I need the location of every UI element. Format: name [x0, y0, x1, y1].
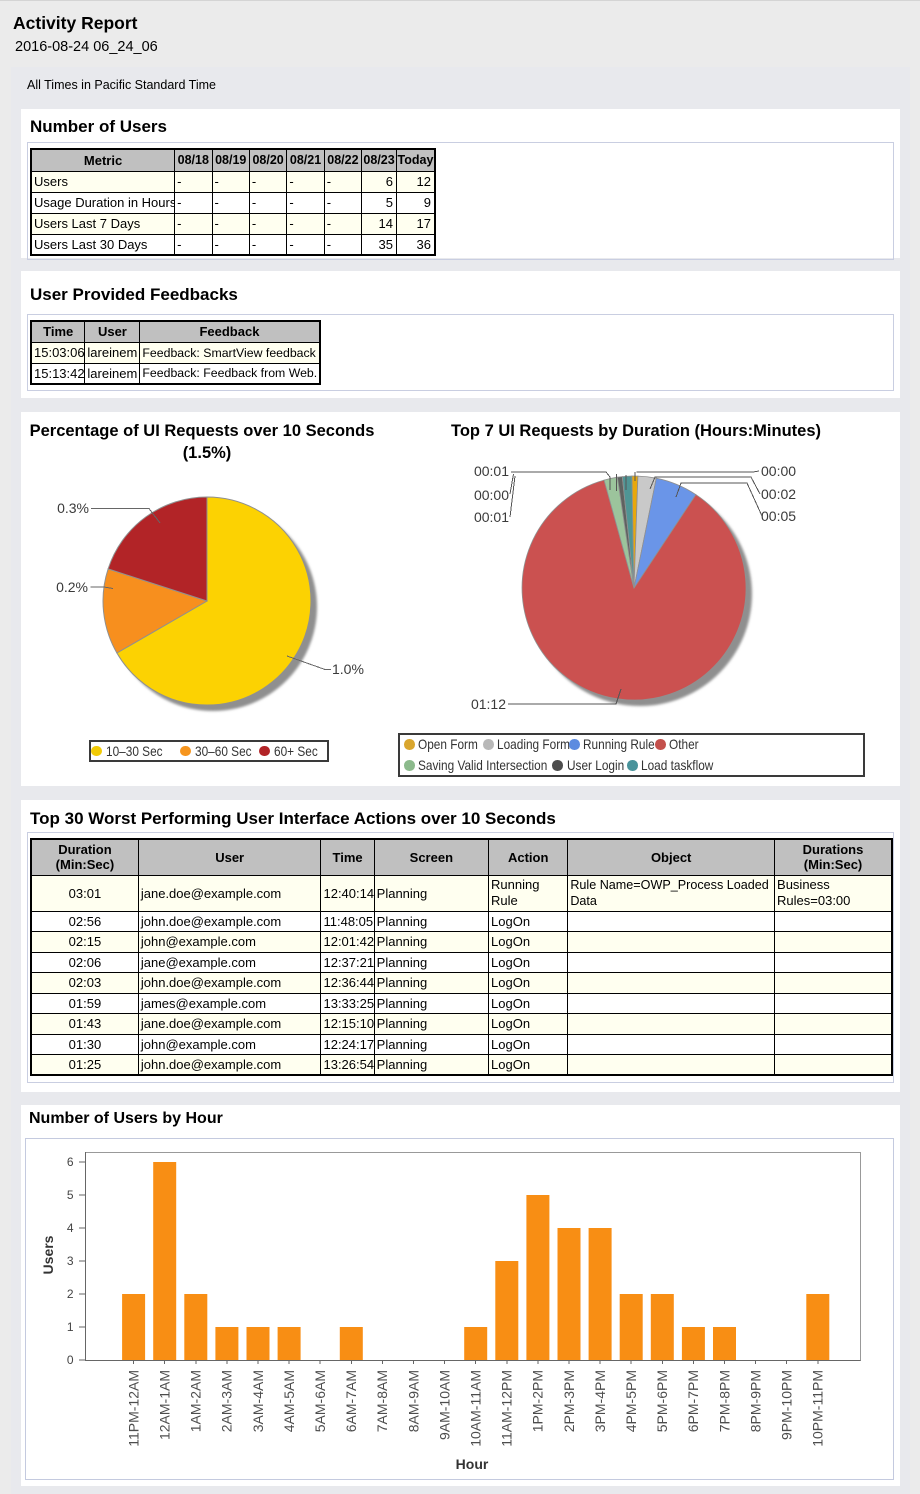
svg-text:2PM-3PM: 2PM-3PM — [561, 1370, 577, 1432]
svg-text:00:00: 00:00 — [474, 487, 509, 503]
svg-text:1PM-2PM: 1PM-2PM — [530, 1370, 546, 1432]
svg-text:00:05: 00:05 — [761, 508, 796, 524]
svg-text:10AM-11AM: 10AM-11AM — [468, 1370, 484, 1447]
svg-text:7PM-8PM: 7PM-8PM — [716, 1370, 732, 1432]
svg-text:6AM-7AM: 6AM-7AM — [343, 1370, 359, 1432]
svg-text:4AM-5AM: 4AM-5AM — [281, 1370, 297, 1432]
svg-text:6: 6 — [67, 1155, 74, 1169]
svg-text:1.0%: 1.0% — [332, 661, 364, 677]
svg-text:0.2%: 0.2% — [56, 579, 88, 595]
svg-text:1AM-2AM: 1AM-2AM — [188, 1370, 204, 1432]
svg-text:7AM-8AM: 7AM-8AM — [374, 1370, 390, 1432]
svg-text:0.3%: 0.3% — [57, 500, 89, 516]
svg-text:2: 2 — [67, 1287, 74, 1301]
svg-text:0: 0 — [67, 1353, 74, 1367]
svg-text:00:00: 00:00 — [761, 463, 796, 479]
svg-text:5: 5 — [67, 1188, 74, 1202]
svg-text:5PM-6PM: 5PM-6PM — [654, 1370, 670, 1432]
svg-text:2AM-3AM: 2AM-3AM — [219, 1370, 235, 1432]
svg-text:3AM-4AM: 3AM-4AM — [250, 1370, 266, 1432]
svg-text:00:02: 00:02 — [761, 486, 796, 502]
svg-text:00:01: 00:01 — [474, 509, 509, 525]
svg-text:11PM-12AM: 11PM-12AM — [125, 1370, 141, 1447]
svg-text:Users: Users — [40, 1235, 56, 1274]
svg-text:9PM-10PM: 9PM-10PM — [779, 1370, 795, 1440]
svg-text:Hour: Hour — [456, 1456, 489, 1472]
svg-text:5AM-6AM: 5AM-6AM — [312, 1370, 328, 1432]
svg-text:00:01: 00:01 — [474, 463, 509, 479]
svg-text:10PM-11PM: 10PM-11PM — [810, 1370, 826, 1447]
svg-text:1: 1 — [67, 1320, 74, 1334]
svg-text:11AM-12PM: 11AM-12PM — [499, 1370, 515, 1447]
svg-text:4: 4 — [67, 1221, 74, 1235]
svg-text:3: 3 — [67, 1254, 74, 1268]
svg-text:12AM-1AM: 12AM-1AM — [157, 1370, 173, 1440]
svg-text:4PM-5PM: 4PM-5PM — [623, 1370, 639, 1432]
svg-text:8PM-9PM: 8PM-9PM — [747, 1370, 763, 1432]
svg-text:3PM-4PM: 3PM-4PM — [592, 1370, 608, 1432]
svg-text:8AM-9AM: 8AM-9AM — [405, 1370, 421, 1432]
svg-text:01:12: 01:12 — [471, 696, 506, 712]
svg-text:9AM-10AM: 9AM-10AM — [436, 1370, 452, 1440]
svg-text:6PM-7PM: 6PM-7PM — [685, 1370, 701, 1432]
